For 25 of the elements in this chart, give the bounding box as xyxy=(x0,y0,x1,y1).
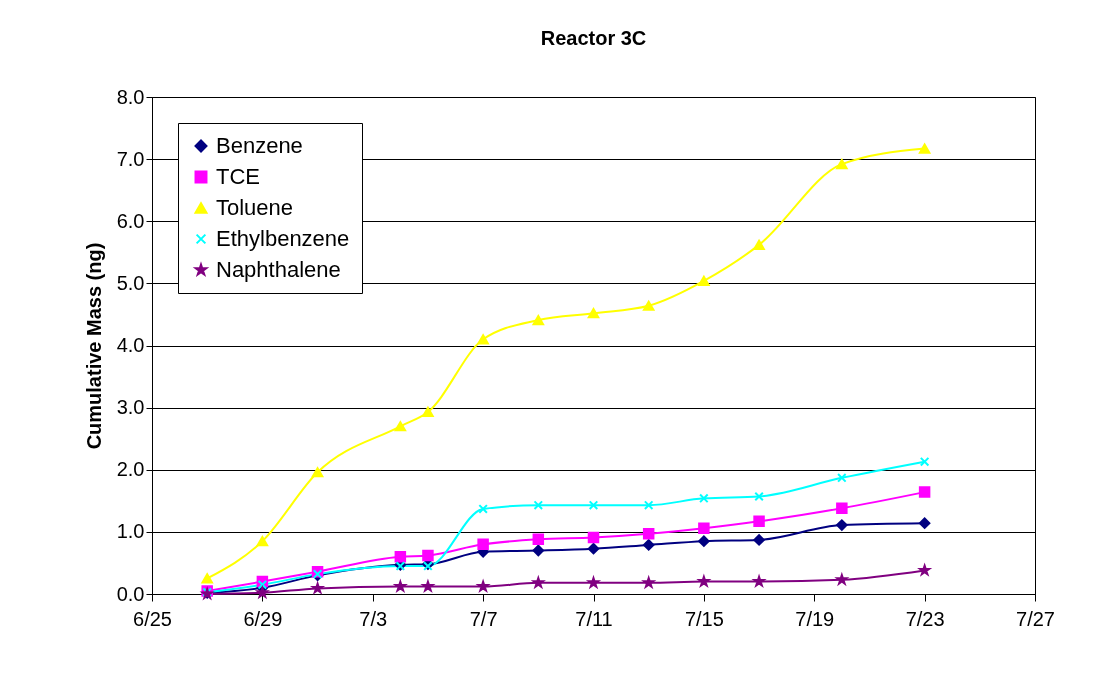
y-tick-label: 8.0 xyxy=(116,85,145,108)
x-tick-label: 7/15 xyxy=(684,607,724,630)
x-tick-label: 6/29 xyxy=(243,607,283,630)
x-tick-label: 7/11 xyxy=(575,607,613,630)
x-tick-label: 7/23 xyxy=(905,607,945,630)
legend-label: TCE xyxy=(216,164,260,189)
legend-label: Ethylbenzene xyxy=(216,226,350,251)
x-tick-label: 7/19 xyxy=(795,607,835,630)
x-tick-label: 7/27 xyxy=(1016,607,1055,630)
y-axis-title: Cumulative Mass (ng) xyxy=(82,242,105,450)
y-tick-label: 7.0 xyxy=(116,147,145,170)
y-tick-label: 2.0 xyxy=(116,458,145,481)
x-tick-label: 6/25 xyxy=(133,607,172,630)
y-tick-label: 1.0 xyxy=(116,520,145,543)
y-tick-label: 4.0 xyxy=(116,334,145,356)
chart-title: Reactor 3C xyxy=(540,27,647,49)
legend-label: Naphthalene xyxy=(216,257,341,282)
x-tick-label: 7/7 xyxy=(469,607,498,630)
y-tick-label: 6.0 xyxy=(116,209,145,232)
y-tick-label: 5.0 xyxy=(116,271,145,294)
legend-label: Benzene xyxy=(216,133,303,158)
legend-label: Toluene xyxy=(216,195,294,220)
y-tick-label: 3.0 xyxy=(116,396,145,419)
y-tick-label: 0.0 xyxy=(116,582,145,605)
x-tick-label: 7/3 xyxy=(359,607,388,630)
